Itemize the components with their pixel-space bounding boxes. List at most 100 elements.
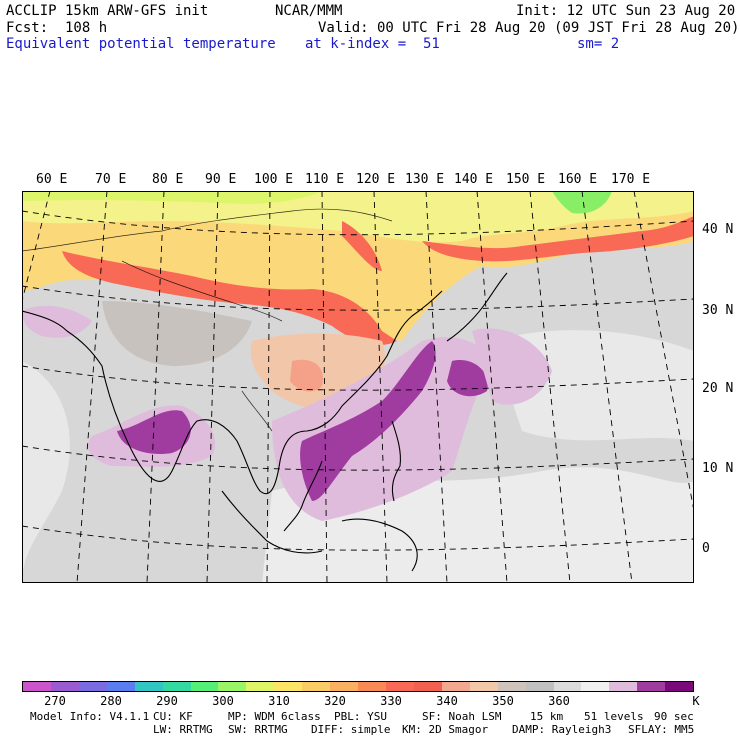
typhoon-core — [447, 360, 488, 397]
colorbar-tick-label: 320 — [324, 694, 346, 708]
info-cu: CU: KF — [153, 710, 193, 723]
colorbar-swatch — [134, 682, 163, 691]
colorbar-tick-label: 310 — [268, 694, 290, 708]
colorbar-tick-label: 350 — [492, 694, 514, 708]
colorbar-tick-label: 280 — [100, 694, 122, 708]
lon-label: 70 E — [95, 172, 127, 187]
colorbar — [22, 681, 694, 692]
border-north — [22, 208, 393, 252]
title-line-1: ACCLIP 15km ARW-GFS init — [6, 3, 209, 19]
colorbar-swatch — [525, 682, 554, 691]
info-resolution: 15 km — [530, 710, 564, 723]
level-index: at k-index = 51 — [305, 36, 440, 52]
info-timestep: 90 sec — [654, 710, 694, 723]
warm-band-north-edge — [22, 191, 322, 204]
info-diff: DIFF: simple — [311, 723, 391, 736]
colorbar-swatch — [553, 682, 582, 691]
warm-band-300-310K — [22, 191, 694, 243]
hot-ridge-east-330K — [422, 216, 694, 262]
field-name: Equivalent potential temperature — [6, 36, 276, 52]
lat-label: 20 N — [702, 381, 734, 396]
coastline-vietnam — [283, 460, 323, 532]
colorbar-unit: K — [692, 694, 700, 708]
colorbar-tick-label: 330 — [380, 694, 402, 708]
colorbar-swatch — [413, 682, 442, 691]
colorbar-tick-label: 340 — [436, 694, 458, 708]
smoothing-label: sm= 2 — [577, 36, 620, 52]
info-levels: 51 levels — [584, 710, 644, 723]
colorbar-swatch — [190, 682, 219, 691]
coastlines — [22, 272, 508, 572]
colorbar-swatch — [106, 682, 135, 691]
init-time: Init: 12 UTC Sun 23 Aug 20 — [516, 3, 736, 19]
colorbar-tick-label: 290 — [156, 694, 178, 708]
info-km: KM: 2D Smagor — [402, 723, 489, 736]
colorbar-tick-label: 270 — [44, 694, 66, 708]
lon-label: 110 E — [305, 172, 345, 187]
colorbar-swatch — [497, 682, 526, 691]
colorbar-swatch — [469, 682, 498, 691]
lon-label: 60 E — [36, 172, 68, 187]
cool-patch-north — [552, 191, 612, 214]
info-version: Model Info: V4.1.1 — [30, 710, 150, 723]
info-sflay: SFLAY: MM5 — [628, 723, 695, 736]
info-mp: MP: WDM 6class — [228, 710, 321, 723]
colorbar-tick-label: 360 — [548, 694, 570, 708]
org-label: NCAR/MMM — [275, 3, 343, 19]
lon-label: 80 E — [152, 172, 184, 187]
lat-label: 40 N — [702, 222, 734, 237]
info-lw: LW: RRTMG — [153, 723, 213, 736]
coastline-borneo — [341, 518, 418, 572]
colorbar-swatch — [78, 682, 107, 691]
info-sf: SF: Noah LSM — [422, 710, 502, 723]
colorbar-swatch — [162, 682, 191, 691]
colorbar-swatch — [330, 682, 359, 691]
colorbar-swatch — [581, 682, 610, 691]
theta-e-map — [22, 191, 694, 583]
colorbar-swatch — [637, 682, 666, 691]
lon-label: 100 E — [254, 172, 294, 187]
moist-core-bengal — [117, 410, 191, 455]
colorbar-swatch — [609, 682, 638, 691]
colorbar-swatch — [50, 682, 79, 691]
info-pbl: PBL: YSU — [334, 710, 387, 723]
colorbar-swatch — [358, 682, 386, 691]
colorbar-labels: 270 280 290 300 310 320 330 340 350 360 … — [22, 694, 712, 708]
graticule — [22, 191, 694, 583]
coastline-philippines — [391, 420, 401, 502]
colorbar-swatch — [218, 682, 247, 691]
lon-label: 150 E — [506, 172, 546, 187]
info-sw: SW: RRTMG — [228, 723, 288, 736]
lon-label: 120 E — [356, 172, 396, 187]
colorbar-swatch — [246, 682, 275, 691]
info-damp: DAMP: Rayleigh3 — [512, 723, 612, 736]
lon-label: 130 E — [405, 172, 445, 187]
coastline-japan — [446, 272, 508, 342]
valid-time: Valid: 00 UTC Fri 28 Aug 20 (09 JST Fri … — [318, 20, 740, 36]
colorbar-swatch — [23, 682, 51, 691]
forecast-hour: Fcst: 108 h — [6, 20, 108, 36]
colorbar-swatch — [302, 682, 331, 691]
warm-core-340K — [290, 359, 323, 392]
hot-ridge-330K — [62, 251, 397, 346]
colorbar-swatch — [665, 682, 694, 691]
moist-western-pacific — [472, 328, 552, 405]
lon-label: 160 E — [558, 172, 598, 187]
coastline-sumatra — [221, 490, 323, 554]
moist-core-scs — [300, 341, 436, 501]
map-panel — [22, 191, 694, 583]
coastline-asia — [22, 290, 443, 494]
border-south — [241, 390, 273, 432]
lat-label: 0 — [702, 541, 710, 556]
lon-label: 140 E — [454, 172, 494, 187]
lon-label: 170 E — [611, 172, 651, 187]
moist-arabian-sea — [22, 305, 92, 338]
map-border — [22, 191, 694, 583]
longitude-labels: 60 E 70 E 80 E 90 E 100 E 110 E 120 E 13… — [20, 172, 700, 188]
lat-label: 30 N — [702, 303, 734, 318]
lon-label: 90 E — [205, 172, 237, 187]
hot-patch-330K — [342, 221, 382, 271]
lat-label: 10 N — [702, 461, 734, 476]
meridian-60E — [22, 191, 51, 302]
colorbar-tick-label: 300 — [212, 694, 234, 708]
